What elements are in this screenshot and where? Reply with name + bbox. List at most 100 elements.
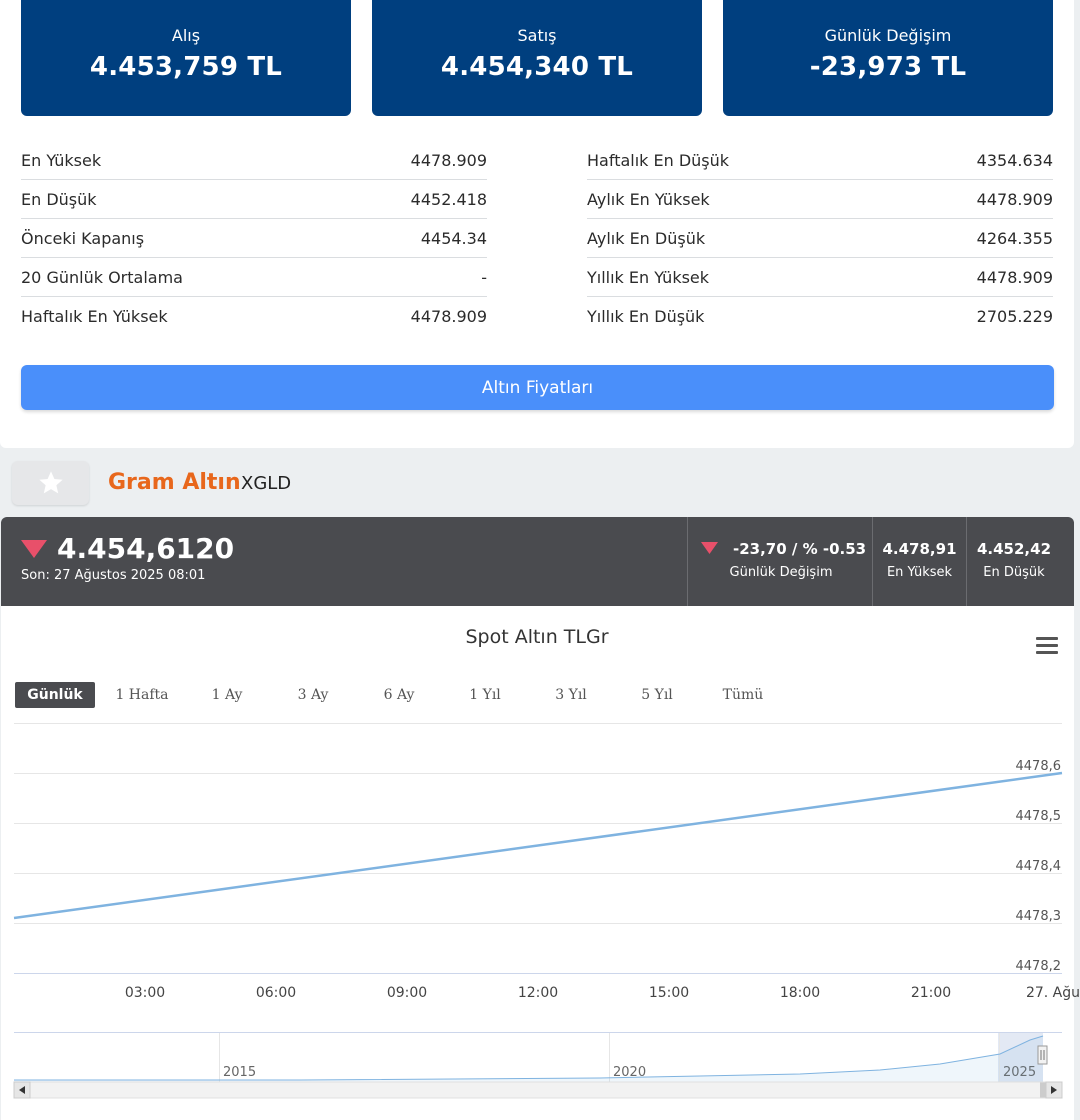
stat-label: Aylık En Yüksek: [587, 189, 710, 209]
y-tick-label: 4478,4: [1016, 859, 1062, 874]
stat-row: Yıllık En Düşük 2705.229: [587, 297, 1053, 336]
high-value: 4.478,91: [882, 540, 957, 558]
range-button-1-year[interactable]: 1 Yıl: [469, 687, 501, 703]
low-value: 4.452,42: [976, 540, 1052, 558]
navigator-area: [14, 1036, 1043, 1082]
stat-label: En Düşük: [21, 189, 97, 209]
navigator-selection[interactable]: [998, 1033, 1043, 1082]
stat-row: 20 Günlük Ortalama -: [21, 258, 487, 297]
bid-card: Alış 4.453,759 TL: [21, 0, 351, 116]
ask-value: 4.454,340 TL: [440, 52, 634, 82]
x-tick-label: 21:00: [911, 985, 951, 1001]
x-tick-label: 18:00: [780, 985, 820, 1001]
ask-card: Satış 4.454,340 TL: [372, 0, 702, 116]
divider: [966, 517, 967, 606]
ask-label: Satış: [517, 26, 557, 45]
down-arrow-icon: [21, 540, 47, 558]
stat-label: En Yüksek: [21, 150, 102, 170]
stat-row: Haftalık En Düşük 4354.634: [587, 141, 1053, 180]
y-tick-label: 4478,3: [1016, 909, 1062, 924]
x-tick-label: 06:00: [256, 985, 296, 1001]
low-label: En Düşük: [983, 565, 1045, 580]
navigator-handle[interactable]: [1037, 1045, 1048, 1065]
stat-row: Aylık En Düşük 4264.355: [587, 219, 1053, 258]
navigator-tick-label: 2025: [1003, 1065, 1036, 1080]
stat-value: 4454.34: [420, 228, 487, 248]
scrollbar-track[interactable]: [13, 1081, 1063, 1099]
last-price: 4.454,6120: [57, 532, 235, 565]
stat-row: Yıllık En Yüksek 4478.909: [587, 258, 1053, 297]
x-tick-label: 12:00: [518, 985, 558, 1001]
bid-label: Alış: [171, 26, 201, 45]
stat-row: Önceki Kapanış 4454.34: [21, 219, 487, 258]
instrument-name: Gram Altın: [108, 470, 241, 495]
price-chart[interactable]: 4478,6 4478,5 4478,4 4478,3 4478,2 03:00 06:00…: [0, 715, 1080, 1010]
summary-panel: Alış 4.453,759 TL Satış 4.454,340 TL Gün…: [0, 0, 1074, 448]
divider: [872, 517, 873, 606]
x-tick-label: 03:00: [125, 985, 165, 1001]
stat-value: 2705.229: [976, 307, 1053, 326]
stat-label: Yıllık En Düşük: [587, 307, 705, 326]
range-button-1-month[interactable]: 1 Ay: [211, 687, 243, 703]
high-label: En Yüksek: [886, 565, 953, 580]
chevron-right-icon: [1051, 1086, 1057, 1094]
daily-change-value: -23,70 / % -0.53: [733, 540, 867, 558]
stat-label: Haftalık En Düşük: [587, 150, 730, 170]
stat-value: 4478.909: [410, 150, 487, 170]
navigator-series-line: [14, 1035, 1044, 1081]
series-line: [13, 771, 1063, 920]
range-button-all[interactable]: Tümü: [722, 687, 764, 703]
range-button-6-months[interactable]: 6 Ay: [383, 687, 415, 703]
range-button-3-months[interactable]: 3 Ay: [297, 687, 329, 703]
range-button-3-years[interactable]: 3 Yıl: [555, 687, 587, 703]
chart-navigator[interactable]: 2015 2020 2025: [0, 1028, 1080, 1100]
stat-label: 20 Günlük Ortalama: [21, 267, 183, 287]
stat-value: 4478.909: [976, 267, 1053, 287]
x-tick-label: 15:00: [649, 985, 689, 1001]
gold-prices-button[interactable]: Altın Fiyatları: [21, 365, 1054, 410]
last-update-time: Son: 27 Ağustos 2025 08:01: [21, 568, 206, 583]
scrollbar-thumb[interactable]: [1040, 1082, 1046, 1098]
stat-row: Haftalık En Yüksek 4478.909: [21, 297, 487, 336]
range-button-daily[interactable]: Günlük: [15, 682, 95, 708]
y-tick-label: 4478,2: [1016, 959, 1062, 974]
daily-change-value: -23,973 TL: [809, 52, 967, 82]
stat-row: En Düşük 4452.418: [21, 180, 487, 219]
daily-change-label: Günlük Değişim: [729, 565, 833, 580]
stats-left: En Yüksek 4478.909 En Düşük 4452.418 Öncek…: [21, 141, 487, 336]
stat-value: 4452.418: [410, 189, 487, 209]
y-tick-label: 4478,5: [1016, 809, 1062, 824]
chart-title: Spot Altın TLGr: [465, 626, 609, 648]
stat-value: 4354.634: [976, 150, 1053, 170]
menu-icon[interactable]: [1036, 637, 1058, 655]
x-tick-label: 27. Ağu: [1026, 985, 1080, 1001]
stat-label: Haftalık En Yüksek: [21, 307, 168, 326]
instrument-code: XGLD: [241, 473, 292, 494]
chart-container: [1, 606, 1074, 1120]
stat-value: 4478.909: [410, 307, 487, 326]
daily-change-label: Günlük Değişim: [824, 26, 952, 45]
stat-value: 4478.909: [976, 189, 1053, 209]
stat-value: 4264.355: [976, 228, 1053, 248]
chevron-left-icon: [19, 1086, 25, 1094]
range-button-1-week[interactable]: 1 Hafta: [115, 687, 169, 703]
bid-value: 4.453,759 TL: [89, 52, 283, 82]
divider: [687, 517, 688, 606]
stat-label: Aylık En Düşük: [587, 228, 706, 248]
stat-value: -: [481, 267, 487, 287]
favorite-button[interactable]: [12, 461, 89, 505]
navigator-tick-label: 2020: [613, 1065, 646, 1080]
y-tick-label: 4478,6: [1016, 759, 1062, 774]
down-arrow-icon: [701, 542, 718, 554]
quote-bar: [1, 517, 1074, 606]
stat-row: Aylık En Yüksek 4478.909: [587, 180, 1053, 219]
stat-label: Yıllık En Yüksek: [587, 267, 710, 287]
navigator-tick-label: 2015: [223, 1065, 256, 1080]
daily-change-card: Günlük Değişim -23,973 TL: [723, 0, 1053, 116]
range-button-5-years[interactable]: 5 Yıl: [641, 687, 673, 703]
star-icon: [38, 471, 63, 494]
x-tick-label: 09:00: [387, 985, 427, 1001]
stat-label: Önceki Kapanış: [21, 228, 145, 248]
stat-row: En Yüksek 4478.909: [21, 141, 487, 180]
stats-right: Haftalık En Düşük 4354.634 Aylık En Yükse…: [587, 141, 1053, 336]
